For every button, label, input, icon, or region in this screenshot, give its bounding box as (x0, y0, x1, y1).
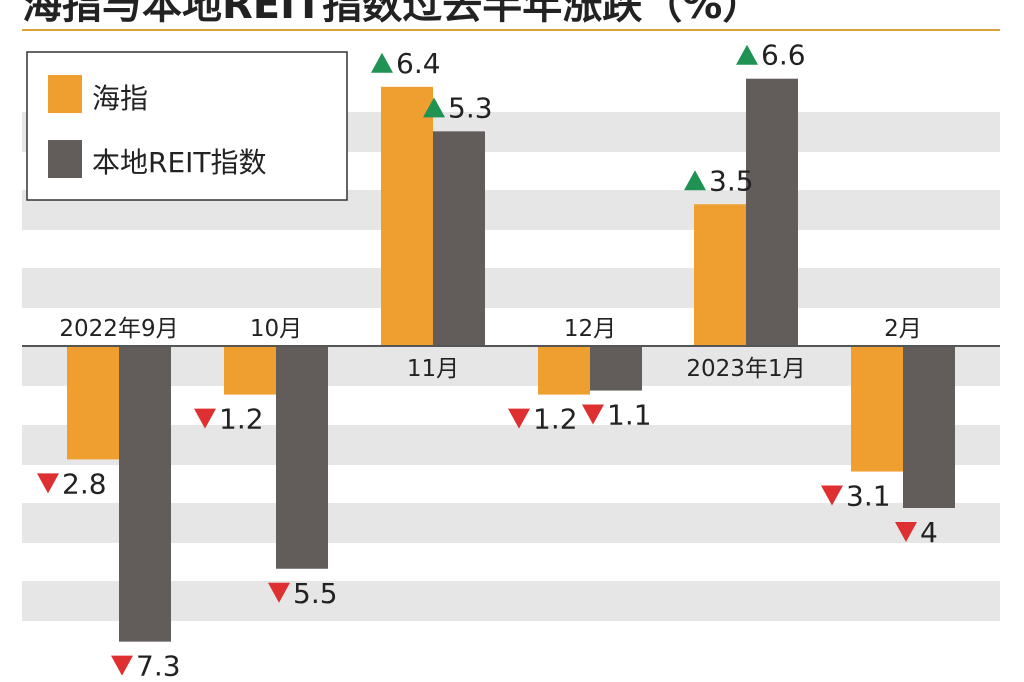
bar-reit-1 (276, 346, 328, 569)
data-label-value: 6.6 (761, 39, 806, 72)
legend-label-reit: 本地REIT指数 (92, 146, 267, 179)
bar-reit-3 (590, 346, 642, 391)
legend-swatch-haizhi (48, 75, 82, 113)
data-label-haizhi-2: 6.4 (371, 47, 441, 80)
chart-title: 海指与本地REIT指数过去半年涨跌（%） (22, 0, 762, 28)
data-label-reit-3: 1.1 (582, 399, 652, 432)
bars (67, 78, 955, 642)
bar-haizhi-2 (381, 86, 433, 347)
data-label-reit-0: 7.3 (111, 650, 181, 682)
data-label-value: 1.2 (219, 403, 264, 436)
up-triangle-icon (736, 44, 758, 65)
data-label-value: 1.1 (607, 399, 652, 432)
category-label: 12月 (564, 316, 616, 342)
data-label-reit-4: 6.6 (736, 39, 806, 72)
down-triangle-icon (37, 473, 59, 494)
data-label-value: 4 (920, 516, 938, 549)
bar-haizhi-0 (67, 346, 119, 460)
bar-reit-2 (433, 131, 485, 346)
bar-reit-0 (119, 346, 171, 642)
up-triangle-icon (371, 52, 393, 73)
title-group: 海指与本地REIT指数过去半年涨跌（%） (22, 0, 1000, 31)
up-triangle-icon (423, 97, 445, 118)
category-label: 2月 (884, 316, 922, 342)
data-label-haizhi-4: 3.5 (684, 164, 754, 197)
data-labels: 2.8 1.2 6.4 1.2 3.5 3.1 7.3 5.5 5.3 1.1 6.6 4 (37, 39, 938, 682)
data-label-value: 5.5 (293, 577, 338, 610)
data-label-haizhi-3: 1.2 (508, 403, 578, 436)
category-label: 2022年9月 (59, 316, 178, 342)
background-stripe (22, 346, 1000, 386)
down-triangle-icon (895, 522, 917, 542)
data-label-value: 3.1 (846, 480, 891, 513)
down-triangle-icon (821, 485, 843, 506)
category-label: 11月 (407, 356, 459, 382)
bar-reit-5 (903, 346, 955, 508)
category-labels: 2022年9月 10月 11月 12月 2023年1月 2月 (59, 316, 921, 382)
data-label-reit-1: 5.5 (268, 577, 338, 610)
data-label-haizhi-0: 2.8 (37, 467, 107, 500)
bar-reit-4 (746, 78, 798, 346)
legend-label-haizhi: 海指 (92, 82, 148, 115)
category-label: 2023年1月 (686, 356, 805, 382)
legend-swatch-reit (48, 140, 82, 178)
data-label-value: 1.2 (533, 403, 578, 436)
data-label-value: 5.3 (448, 91, 493, 124)
bar-haizhi-3 (538, 346, 590, 395)
data-label-reit-5: 4 (895, 516, 938, 549)
down-triangle-icon (268, 582, 290, 603)
down-triangle-icon (508, 408, 530, 429)
data-label-haizhi-1: 1.2 (194, 403, 264, 436)
up-triangle-icon (684, 170, 706, 191)
background-stripe (22, 425, 1000, 465)
background-stripe (22, 503, 1000, 543)
data-label-haizhi-5: 3.1 (821, 480, 891, 513)
category-label: 10月 (250, 316, 302, 342)
bar-haizhi-5 (851, 346, 903, 472)
down-triangle-icon (582, 404, 604, 425)
data-label-value: 6.4 (396, 47, 441, 80)
down-triangle-icon (111, 655, 133, 676)
data-label-reit-2: 5.3 (423, 91, 493, 124)
data-label-value: 3.5 (709, 164, 754, 197)
bar-haizhi-4 (694, 204, 746, 346)
legend: 海指 本地REIT指数 (26, 51, 348, 201)
background-stripes (22, 112, 1000, 621)
data-label-value: 2.8 (62, 467, 107, 500)
bar-haizhi-1 (224, 346, 276, 395)
down-triangle-icon (194, 408, 216, 429)
background-stripe (22, 268, 1000, 308)
data-label-value: 7.3 (136, 650, 181, 682)
background-stripe (22, 581, 1000, 621)
